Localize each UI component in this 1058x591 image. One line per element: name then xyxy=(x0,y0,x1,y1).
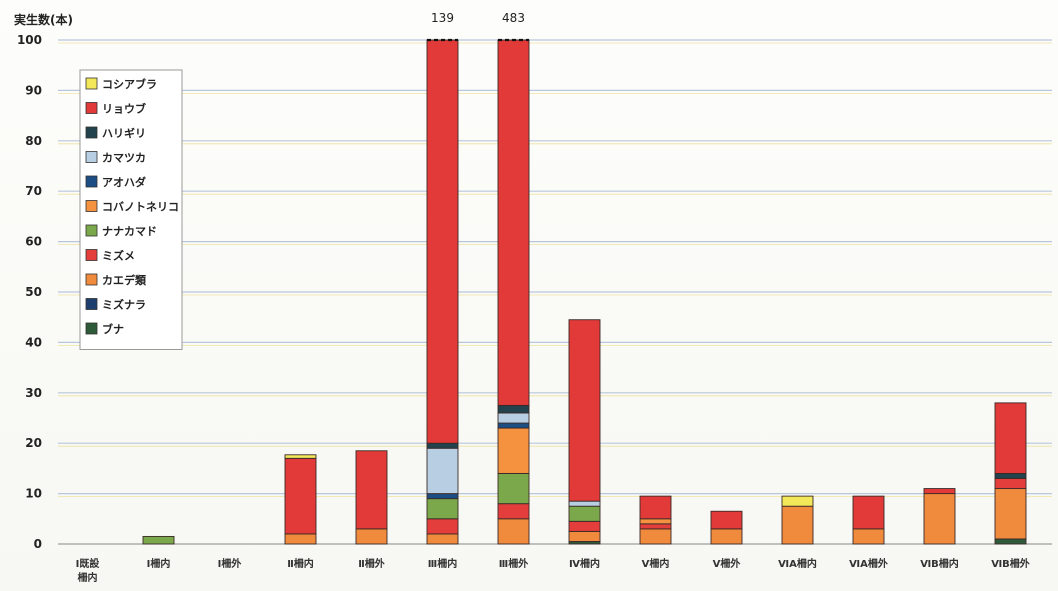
bar-segment xyxy=(639,528,672,545)
legend-swatch xyxy=(85,126,98,139)
bar-segment xyxy=(568,500,601,507)
y-tick-label: 70 xyxy=(25,184,42,198)
bar-segment xyxy=(497,39,530,406)
y-tick-label: 40 xyxy=(25,335,42,349)
legend-label: カエデ類 xyxy=(102,273,147,287)
bar-segment xyxy=(497,412,530,424)
x-tick-label: Ⅰ既設 xyxy=(76,557,101,570)
legend-swatch xyxy=(85,77,98,90)
bar-segment xyxy=(568,319,601,502)
legend-label: ナナカマド xyxy=(102,225,157,238)
bar-segment xyxy=(852,495,885,530)
bar-segment xyxy=(355,450,388,530)
y-tick-label: 0 xyxy=(34,537,42,551)
legend-label: ハリギリ xyxy=(102,126,146,140)
bar-segment xyxy=(497,518,530,545)
bar-segment xyxy=(426,533,459,545)
x-tick-label: ⅥA柵内 xyxy=(778,557,817,570)
bar-segment xyxy=(994,488,1027,540)
bar-segment xyxy=(639,495,672,520)
legend-swatch xyxy=(85,102,98,114)
x-tick-label: Ⅳ柵内 xyxy=(569,557,600,570)
legend-label: ミズナラ xyxy=(102,298,146,312)
bar-segment xyxy=(355,528,388,545)
y-tick-label: 20 xyxy=(25,436,42,450)
legend-swatch xyxy=(85,224,98,237)
y-tick-label: 60 xyxy=(25,235,42,249)
bar-segment xyxy=(497,427,530,474)
x-tick-label: Ⅱ柵外 xyxy=(358,557,385,570)
bar-segment xyxy=(426,447,459,495)
legend-label: ブナ xyxy=(102,322,124,336)
bar-segment xyxy=(568,505,601,522)
bar-segment xyxy=(497,472,530,505)
y-tick-label: 100 xyxy=(17,33,42,47)
y-axis-title: 実生数(本) xyxy=(14,12,73,27)
legend-swatch xyxy=(85,322,98,335)
bar-segment xyxy=(994,402,1027,474)
y-tick-label: 50 xyxy=(25,285,42,299)
y-tick-label: 30 xyxy=(25,386,42,400)
legend-label: リョウブ xyxy=(102,102,146,116)
bar-segment xyxy=(923,493,956,545)
x-tick-label: Ⅲ柵外 xyxy=(499,557,528,570)
bar-segment xyxy=(284,454,317,459)
bar-segment xyxy=(426,442,459,449)
bar-segment xyxy=(852,528,885,545)
x-tick-label: Ⅲ柵内 xyxy=(428,557,457,570)
y-tick-label: 90 xyxy=(25,83,42,97)
legend-label: カマツカ xyxy=(102,152,146,165)
legend-label: アオハダ xyxy=(102,175,146,189)
x-tick-label: Ⅴ柵内 xyxy=(642,557,670,570)
legend: コシアブラリョウブハリギリカマツカアオハダコバノトネリコナナカマドミズメカエデ類… xyxy=(79,69,183,350)
overflow-label: 483 xyxy=(502,11,525,25)
bar-segment xyxy=(781,505,814,545)
bar-segment xyxy=(497,422,530,429)
bar-segment xyxy=(781,495,814,507)
bar-segment xyxy=(568,520,601,532)
bar-segment xyxy=(426,39,459,444)
bar-segment xyxy=(923,488,956,495)
bar-segment xyxy=(426,493,459,500)
legend-swatch xyxy=(85,200,98,212)
bar-segment xyxy=(639,518,672,525)
legend-swatch xyxy=(85,249,98,261)
legend-swatch xyxy=(85,298,98,310)
bar-segment xyxy=(639,523,672,530)
legend-swatch xyxy=(85,175,98,188)
bar-segment xyxy=(284,533,317,545)
legend-swatch xyxy=(85,151,98,163)
x-tick-label: Ⅴ柵外 xyxy=(713,557,741,570)
bar-segment xyxy=(710,528,743,545)
bar-segment xyxy=(497,404,530,414)
bar-segment xyxy=(284,457,317,535)
bar-segment xyxy=(142,535,175,545)
x-tick-label: ⅥA柵外 xyxy=(849,557,888,570)
bar-segment xyxy=(426,498,459,520)
legend-label: コバノトネリコ xyxy=(102,201,179,214)
bar-segment xyxy=(568,530,601,542)
x-tick-label: Ⅱ柵内 xyxy=(287,557,314,570)
legend-swatch xyxy=(85,273,98,286)
y-tick-label: 80 xyxy=(25,134,42,148)
legend-label: ミズメ xyxy=(102,249,135,263)
legend-label: コシアブラ xyxy=(102,77,157,91)
overflow-label: 139 xyxy=(431,11,454,25)
bar-segment xyxy=(426,518,459,535)
bar-segment xyxy=(710,510,743,530)
x-tick-label: ⅥB柵内 xyxy=(920,557,959,570)
x-tick-label: 柵内 xyxy=(78,571,98,584)
x-tick-label: ⅥB柵外 xyxy=(991,557,1030,570)
bar-segment xyxy=(994,538,1027,545)
x-tick-label: Ⅰ柵外 xyxy=(218,557,242,570)
y-tick-label: 10 xyxy=(25,487,42,501)
bar-segment xyxy=(994,472,1027,479)
bar-segment xyxy=(994,478,1027,490)
bar-segment xyxy=(497,503,530,520)
x-tick-label: Ⅰ柵内 xyxy=(147,557,171,570)
